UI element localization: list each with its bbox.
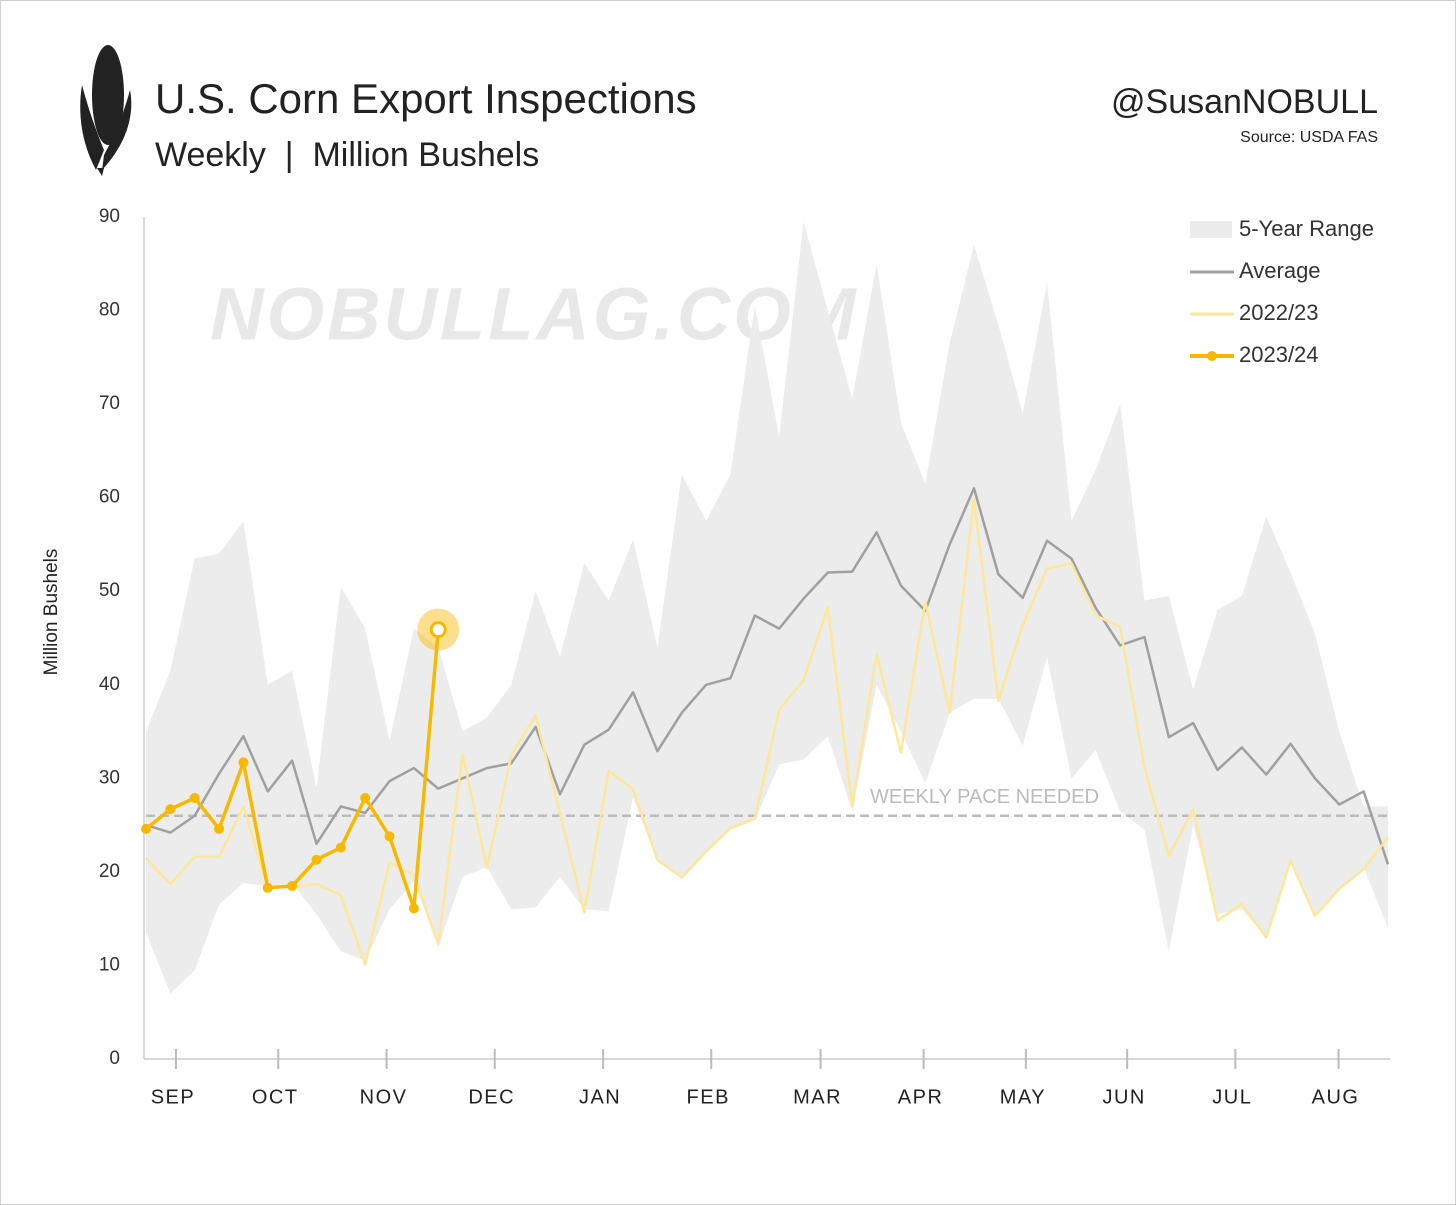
y-tick-label: 30 (99, 767, 120, 788)
point (262, 882, 273, 893)
source: Source: USDA FAS (1240, 129, 1378, 146)
point (238, 757, 249, 768)
series-line (145, 487, 1390, 865)
x-tick-label: NOV (360, 1086, 408, 1108)
point (408, 903, 419, 914)
series-line (145, 497, 1389, 966)
point (335, 842, 346, 853)
legend-label: 2023/24 (1239, 342, 1319, 367)
y-tick-label: 50 (99, 580, 120, 601)
point (189, 792, 200, 803)
x-tick-label: OCT (252, 1086, 299, 1108)
y-tick-label: 40 (99, 674, 120, 695)
handle: @SusanNOBULL (1111, 83, 1378, 121)
legend-label: 5-Year Range (1239, 216, 1374, 241)
reference-label: WEEKLY PACE NEEDED (870, 786, 1099, 808)
x-tick-label: APR (898, 1086, 944, 1108)
x-tick-label: AUG (1312, 1086, 1360, 1108)
x-tick-label: MAR (793, 1086, 842, 1108)
point (384, 831, 395, 842)
y-tick-label: 20 (99, 861, 120, 882)
x-tick-label: JUL (1212, 1086, 1252, 1108)
legend-marker (1207, 351, 1217, 361)
corn-icon (80, 45, 132, 176)
point (141, 823, 151, 834)
y-tick-label: 90 (99, 206, 120, 227)
point (214, 823, 225, 834)
x-tick-label: MAY (1000, 1086, 1046, 1108)
point (165, 804, 176, 815)
legend-swatch (1190, 221, 1232, 238)
y-tick-label: 80 (99, 300, 120, 321)
x-tick-label: FEB (687, 1086, 730, 1108)
point (287, 880, 298, 891)
x-tick-label: DEC (468, 1086, 515, 1108)
watermark: NOBULLAG.COM (210, 273, 859, 356)
y-tick-label: 60 (99, 487, 120, 508)
point (360, 792, 371, 803)
legend-label: Average (1239, 258, 1321, 283)
y-tick-label: 70 (99, 393, 120, 414)
y-tick-label: 0 (109, 1048, 120, 1069)
subtitle: Weekly | Million Bushels (155, 136, 539, 174)
x-tick-label: JUN (1102, 1086, 1145, 1108)
y-tick-label: 10 (99, 954, 120, 975)
point (311, 854, 322, 865)
legend-label: 2022/23 (1239, 300, 1319, 325)
point (429, 621, 447, 639)
y-axis-label: Million Bushels (41, 549, 62, 676)
chart-title: U.S. Corn Export Inspections (155, 75, 697, 122)
x-tick-label: SEP (151, 1086, 196, 1108)
x-tick-label: JAN (579, 1086, 621, 1108)
